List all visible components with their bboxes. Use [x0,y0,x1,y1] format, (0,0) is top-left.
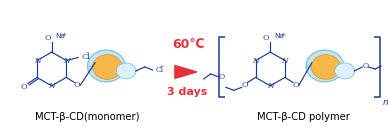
Ellipse shape [116,63,136,79]
Text: ⁻: ⁻ [160,65,163,71]
Text: MCT-β-CD(monomer): MCT-β-CD(monomer) [35,112,140,122]
Ellipse shape [87,50,125,82]
Polygon shape [307,66,354,71]
Text: N: N [282,57,288,65]
Text: O: O [74,81,81,89]
Text: Cl: Cl [156,66,164,74]
Text: N: N [48,82,55,90]
Text: O: O [362,62,368,70]
Text: MCT-β-CD polymer: MCT-β-CD polymer [256,112,350,122]
Ellipse shape [93,55,122,79]
Text: N: N [34,57,40,65]
Text: ⁻: ⁻ [85,52,89,58]
Text: O: O [241,81,248,89]
Ellipse shape [311,55,341,79]
Text: +: + [61,32,67,37]
Text: O: O [21,83,28,91]
Text: Cl: Cl [81,53,90,61]
Text: O: O [218,73,225,81]
Text: 60℃: 60℃ [173,38,205,51]
Ellipse shape [335,63,355,79]
Text: +: + [280,32,285,37]
Text: N: N [252,57,259,65]
Text: O: O [44,34,51,42]
Polygon shape [88,66,136,71]
Text: O: O [293,81,299,89]
Text: Na: Na [274,33,284,39]
Text: Na: Na [55,33,66,39]
FancyArrow shape [175,66,197,78]
Text: N: N [63,57,69,65]
Text: O: O [263,34,270,42]
Text: 3 days: 3 days [166,87,207,97]
Text: N: N [267,82,274,90]
Ellipse shape [306,50,344,82]
Text: n: n [383,98,388,107]
